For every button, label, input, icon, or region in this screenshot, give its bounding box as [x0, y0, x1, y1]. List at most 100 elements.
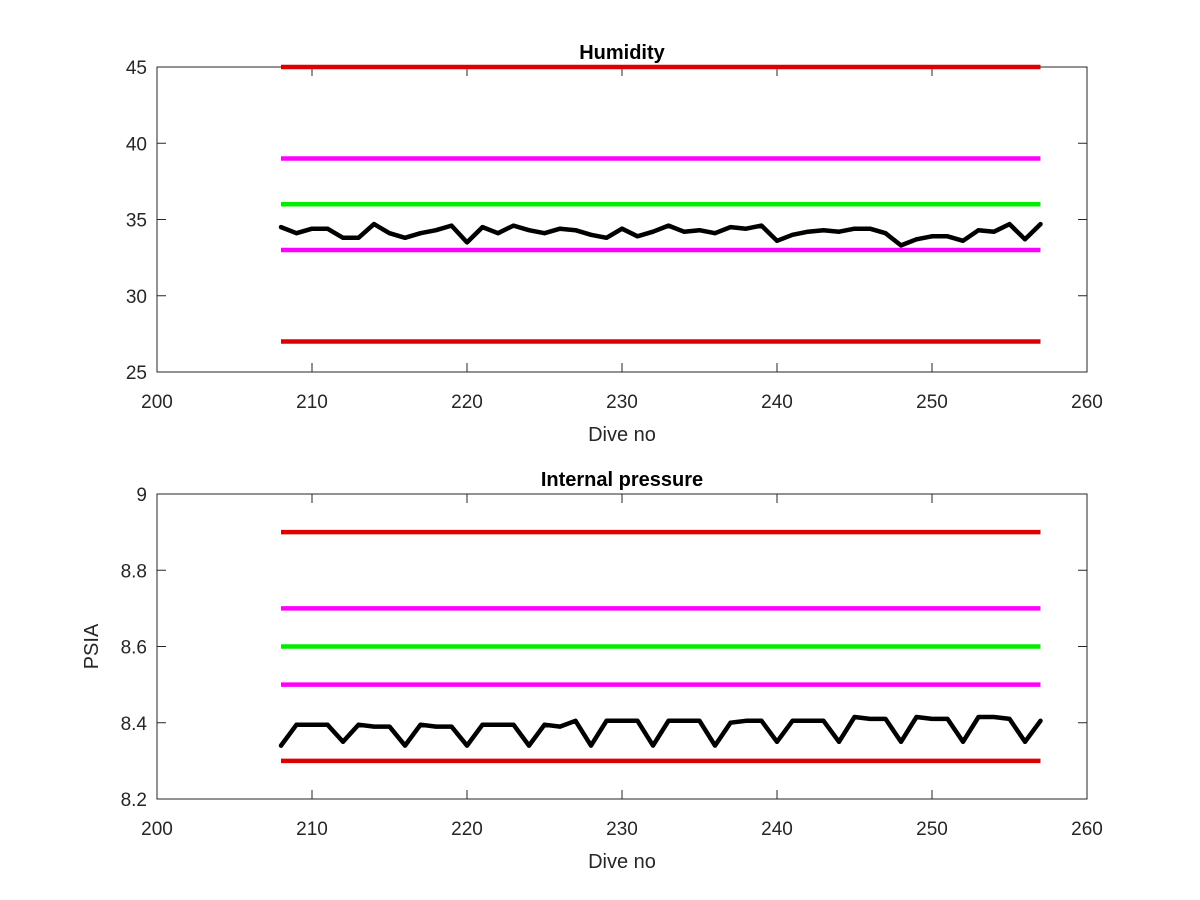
data-point [883, 716, 888, 721]
x-tick-label: 230 [606, 392, 638, 413]
data-point [976, 228, 981, 233]
data-point [914, 715, 919, 720]
y-tick-label: 30 [126, 287, 147, 308]
data-point [992, 715, 996, 720]
data-point [372, 222, 376, 227]
data-point [449, 223, 454, 228]
data-series-line [278, 714, 1043, 748]
data-point [868, 716, 872, 721]
data-point [930, 234, 934, 239]
data-point [697, 228, 702, 233]
data-point [356, 722, 361, 727]
data-point [480, 722, 485, 727]
data-series-line [278, 221, 1043, 248]
data-point [914, 237, 919, 242]
data-point [852, 715, 857, 720]
data-point [480, 225, 485, 230]
data-point [976, 715, 981, 720]
data-point [930, 716, 934, 721]
data-point [992, 229, 996, 234]
data-point [713, 231, 717, 236]
data-point [759, 718, 764, 723]
data-point [418, 231, 423, 236]
data-point [945, 234, 950, 239]
data-point [310, 226, 314, 231]
x-tick-label: 250 [916, 819, 948, 840]
data-point [279, 225, 283, 230]
data-point [651, 229, 655, 234]
data-point [558, 724, 562, 729]
data-point [759, 223, 764, 228]
data-point [604, 718, 609, 723]
x-axis-label: Dive no [588, 851, 656, 873]
data-point [294, 231, 299, 236]
data-point [620, 226, 624, 231]
data-point [775, 238, 779, 243]
data-point [837, 739, 841, 744]
data-point [418, 722, 423, 727]
data-point [604, 235, 609, 240]
data-point [387, 724, 392, 729]
data-point [403, 743, 407, 748]
data-point [511, 223, 516, 228]
data-point [697, 718, 702, 723]
data-point [558, 226, 562, 231]
data-point [666, 718, 671, 723]
data-point [790, 718, 795, 723]
x-tick-label: 220 [451, 392, 483, 413]
data-point [449, 724, 454, 729]
data-point [387, 231, 392, 236]
data-point [1023, 237, 1027, 242]
data-point [1038, 222, 1043, 227]
data-point [651, 743, 655, 748]
y-tick-label: 40 [126, 134, 147, 155]
data-point [542, 231, 547, 236]
data-point [325, 722, 330, 727]
data-point [852, 226, 857, 231]
x-tick-label: 200 [141, 819, 173, 840]
x-tick-label: 210 [296, 819, 328, 840]
data-point [294, 722, 299, 727]
y-axis-label: PSIA [81, 623, 103, 669]
y-tick-label: 8.6 [121, 638, 147, 659]
data-point [620, 718, 624, 723]
y-tick-label: 8.4 [121, 714, 148, 735]
x-tick-label: 220 [451, 819, 483, 840]
data-point [527, 743, 531, 748]
chart-title: Humidity [579, 42, 665, 64]
data-point [573, 718, 578, 723]
data-point [511, 722, 516, 727]
data-point [945, 716, 950, 721]
data-point [341, 235, 345, 240]
x-tick-label: 260 [1071, 819, 1103, 840]
plot-area [156, 66, 1088, 373]
data-point [356, 235, 361, 240]
data-point [527, 228, 531, 233]
data-point [728, 225, 733, 230]
data-point [279, 743, 283, 748]
data-point [589, 232, 593, 237]
y-tick-label: 35 [126, 211, 147, 232]
data-point [821, 718, 826, 723]
data-point [465, 240, 469, 245]
y-tick-label: 8.8 [121, 561, 147, 582]
chart-1: 200 210 220 230 240 250 260 25 30 35 40 45 Humidity D… [126, 42, 1103, 446]
data-point [403, 235, 407, 240]
data-point [837, 229, 841, 234]
data-point [961, 739, 965, 744]
chart-2: 200 210 220 230 240 250 260 8.2 8.4 8.6 8.8 9 Intern… [81, 469, 1103, 873]
data-point [806, 718, 810, 723]
data-point [744, 718, 748, 723]
data-point [899, 739, 903, 744]
data-point [310, 722, 314, 727]
data-point [682, 718, 686, 723]
data-point [496, 231, 500, 236]
x-tick-label: 250 [916, 392, 948, 413]
data-point [465, 743, 469, 748]
data-point [1007, 222, 1012, 227]
x-tick-label: 200 [141, 392, 173, 413]
data-point [325, 226, 330, 231]
data-point [542, 722, 547, 727]
x-tick-label: 230 [606, 819, 638, 840]
